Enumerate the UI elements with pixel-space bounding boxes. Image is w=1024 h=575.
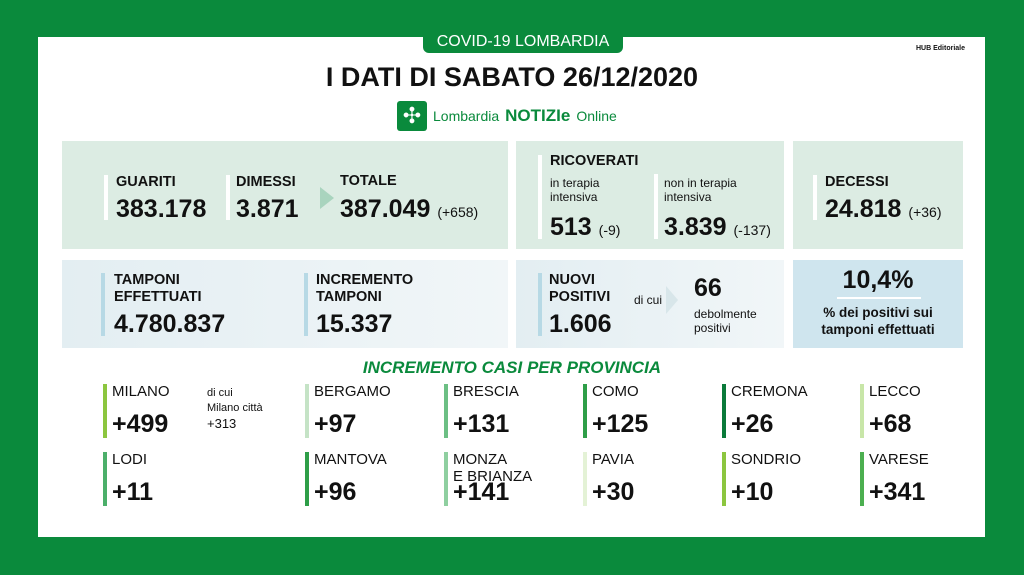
dicui-label: di cui: [634, 293, 663, 307]
arrow-icon: [666, 286, 678, 314]
province-item: BERGAMO +97: [305, 382, 435, 440]
tamponi-panel: TAMPONI EFFETTUATI 4.780.837 INCREMENTO TA…: [62, 260, 508, 348]
deb-label: debolmente: [694, 307, 757, 321]
dimessi-value: 3.871: [236, 195, 299, 223]
logo-text: Lombardia: [433, 108, 500, 124]
province-item: MANTOVA +96: [305, 450, 435, 508]
guariti-label: GUARITI: [116, 174, 176, 190]
ti-value: 513: [550, 213, 592, 241]
province-item: PAVIA +30: [583, 450, 713, 508]
milano-city-value: +313: [207, 416, 237, 431]
recovered-panel: GUARITI 383.178 DIMESSI 3.871 TOTALE 387…: [62, 141, 508, 249]
province-value: +30: [592, 478, 635, 506]
province-value: +10: [731, 478, 774, 506]
guariti-value: 383.178: [116, 195, 207, 223]
percent-value: 10,4%: [842, 266, 914, 294]
decessi-delta: (+36): [908, 204, 942, 220]
province-name: LODI: [112, 451, 148, 468]
hub-label: HUB Editoriale: [916, 45, 966, 52]
percent-label: % dei positivi sui: [823, 305, 933, 320]
ti-delta: (-9): [598, 222, 621, 238]
milano-city-label: Milano città: [207, 402, 263, 414]
province-name: BRESCIA: [453, 383, 519, 400]
logo-tail: Online: [576, 108, 617, 124]
decessi-panel: DECESSI 24.818 (+36): [793, 141, 963, 249]
province-value: +125: [592, 410, 649, 438]
province-value: +68: [869, 410, 912, 438]
milano-city-label: di cui: [207, 387, 233, 399]
deb-label: positivi: [694, 321, 731, 335]
province-name: VARESE: [869, 451, 929, 468]
percent-panel: 10,4% % dei positivi sui tamponi effettua…: [793, 260, 963, 348]
nti-delta: (-137): [733, 222, 771, 238]
deb-value: 66: [694, 274, 722, 302]
ti-label: intensiva: [550, 190, 598, 204]
ti-label: in terapia: [550, 176, 600, 190]
decessi-label: DECESSI: [825, 174, 889, 190]
province-item: MONZA E BRIANZA +141: [444, 450, 574, 508]
province-item: MILANO +499: [103, 382, 233, 440]
milano-city: di cui Milano città +313: [207, 386, 263, 431]
province-name: SONDRIO: [731, 451, 802, 468]
nti-label: intensiva: [664, 190, 712, 204]
province-item: SONDRIO +10: [722, 450, 852, 508]
ricoverati-panel: RICOVERATI in terapia intensiva 513 (-9) …: [516, 141, 784, 249]
logo-bold: NOTIZIe: [505, 106, 571, 125]
province-name: MILANO: [112, 383, 170, 400]
province-name: PAVIA: [592, 451, 634, 468]
positivi-label: NUOVI: [549, 272, 595, 288]
province-item: LECCO +68: [860, 382, 990, 440]
dimessi-label: DIMESSI: [236, 174, 296, 190]
province-title: INCREMENTO CASI PER PROVINCIA: [362, 358, 662, 377]
decessi-value: 24.818: [825, 195, 902, 223]
positivi-label: POSITIVI: [549, 289, 611, 305]
logo-icon: ✣: [397, 101, 427, 131]
province-value: +341: [869, 478, 926, 506]
totale-delta: (+658): [437, 204, 479, 220]
province-name: MONZA E BRIANZA: [453, 451, 533, 485]
tamponi-label: EFFETTUATI: [114, 289, 202, 305]
incremento-label: INCREMENTO: [316, 272, 414, 288]
province-value: +499: [112, 410, 169, 438]
province-item: COMO +125: [583, 382, 713, 440]
province-value: +131: [453, 410, 510, 438]
province-name: CREMONA: [731, 383, 808, 400]
tamponi-label: TAMPONI: [114, 272, 180, 288]
totale-value: 387.049: [340, 195, 431, 223]
tamponi-value: 4.780.837: [114, 310, 226, 338]
province-name: BERGAMO: [314, 383, 391, 400]
header-tab: COVID-19 LOMBARDIA: [423, 31, 623, 53]
nti-label: non in terapia: [664, 176, 737, 190]
province-value: +141: [453, 478, 510, 506]
province-item: BRESCIA +131: [444, 382, 574, 440]
arrow-icon: [320, 187, 334, 209]
province-name: COMO: [592, 383, 639, 400]
ricoverati-label: RICOVERATI: [550, 153, 639, 169]
incremento-label: TAMPONI: [316, 289, 382, 305]
positivi-panel: NUOVI POSITIVI 1.606 di cui 66 debolmente…: [516, 260, 784, 348]
positivi-value: 1.606: [549, 310, 612, 338]
incremento-value: 15.337: [316, 310, 393, 338]
province-name: MANTOVA: [314, 451, 387, 468]
logo: ✣ Lombardia NOTIZIe Online: [397, 101, 617, 131]
page-title: I DATI DI SABATO 26/12/2020: [325, 62, 699, 92]
province-item: CREMONA +26: [722, 382, 852, 440]
totale-label: TOTALE: [340, 173, 397, 189]
province-name: LECCO: [869, 383, 921, 400]
province-item: LODI +11: [103, 450, 233, 508]
percent-label: tamponi effettuati: [821, 322, 935, 337]
province-value: +11: [112, 478, 154, 506]
province-item: VARESE +341: [860, 450, 990, 508]
province-value: +97: [314, 410, 357, 438]
province-value: +96: [314, 478, 357, 506]
province-value: +26: [731, 410, 774, 438]
nti-value: 3.839: [664, 213, 727, 241]
